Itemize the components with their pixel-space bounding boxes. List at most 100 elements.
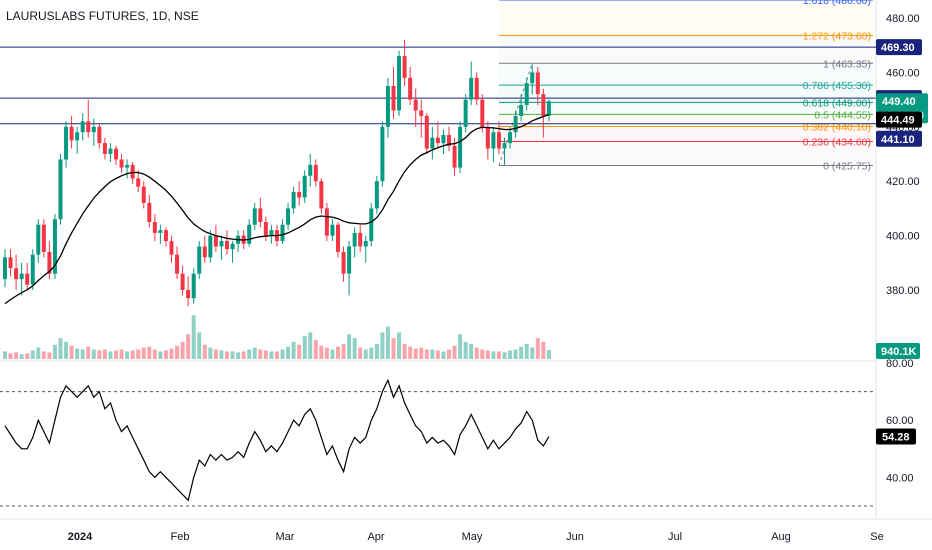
candle-body: [402, 56, 407, 78]
candle: [380, 121, 385, 187]
rsi-value-badge[interactable]: [876, 428, 916, 445]
candle: [64, 121, 69, 168]
time-axis[interactable]: 2024 Feb Mar Apr May Jun Jul Aug Se: [68, 531, 884, 543]
candle: [152, 213, 157, 242]
price-axis[interactable]: 480.00460.00440.00420.00400.00380.0080.0…: [876, 13, 928, 484]
candle: [69, 115, 74, 149]
candle-body: [352, 232, 357, 247]
volume-bar: [269, 351, 274, 359]
candle: [230, 241, 235, 263]
volume-bar: [91, 349, 96, 359]
volume-bar: [419, 347, 424, 359]
volume-bar: [75, 348, 80, 359]
candle-body: [91, 126, 96, 133]
time-tick-label: 2024: [68, 531, 93, 543]
candle-body: [324, 208, 329, 236]
candle-body: [347, 246, 352, 274]
candle: [86, 99, 91, 138]
volume-bar: [385, 326, 390, 359]
volume-bar: [496, 351, 501, 359]
candle: [302, 170, 307, 203]
volume-bar: [19, 354, 24, 359]
candle: [14, 254, 19, 290]
volume-bar: [197, 332, 202, 359]
candle: [402, 39, 407, 86]
candle: [219, 235, 224, 261]
fib-level-label: 0.382 (440.10): [803, 122, 871, 134]
candle: [369, 202, 374, 247]
volume-bar: [441, 351, 446, 359]
candle: [186, 276, 191, 307]
candle-body: [30, 254, 35, 285]
candle-body: [502, 143, 507, 149]
candle: [508, 126, 513, 149]
candle-body: [269, 230, 274, 236]
candle: [41, 219, 46, 258]
candle: [263, 216, 268, 242]
fib-zone-fill: [498, 102, 873, 115]
moving-average-badge[interactable]: [876, 111, 922, 128]
volume-bar: [424, 349, 429, 359]
candle-body: [480, 99, 485, 127]
candle-body: [86, 121, 91, 133]
price-badge-value: 441.10: [881, 134, 915, 146]
support-line-badge-441[interactable]: [876, 130, 922, 147]
fib-level-label: 1.272 (473.60): [803, 30, 871, 42]
candle-body: [474, 77, 479, 100]
volume-bar: [297, 344, 302, 359]
volume-bar: [291, 341, 296, 359]
volume-bar: [508, 350, 513, 359]
candle-body: [213, 235, 218, 247]
volume-bar: [413, 348, 418, 359]
candle-body: [519, 105, 524, 116]
candle: [19, 262, 24, 296]
fibonacci-retracement[interactable]: 1.618 (486.60) 1.272 (473.60) 1 (463.35) 0.…: [498, 0, 873, 173]
volume-bar: [369, 347, 374, 359]
candle: [247, 219, 252, 247]
volume-bar: [130, 350, 135, 359]
candle-body: [263, 222, 268, 236]
volume-bar: [363, 349, 368, 359]
fib-level-label: 0.618 (449.00): [803, 97, 871, 109]
candle-body: [119, 159, 124, 168]
volume-bar: [313, 340, 318, 359]
candle: [408, 66, 413, 106]
candle-body: [52, 219, 57, 274]
rsi-pane[interactable]: [0, 378, 876, 507]
candle: [502, 137, 507, 165]
candle: [36, 219, 41, 263]
volume-bar: [114, 350, 118, 359]
rsi-tick-label: 60.00: [886, 415, 914, 427]
volume-bar: [408, 346, 413, 359]
price-badge-value: 444.49: [881, 115, 915, 127]
candle: [496, 121, 501, 154]
candle: [3, 249, 7, 288]
volume-bar: [324, 347, 329, 359]
candle: [519, 94, 524, 122]
rsi-tick-label: 40.00: [886, 472, 914, 484]
volume-bar: [108, 351, 113, 359]
candle-body: [191, 273, 196, 299]
volume-bar: [152, 349, 157, 359]
volume-bar: [213, 349, 218, 359]
volume-badge[interactable]: [876, 343, 920, 359]
candle: [419, 99, 424, 138]
candle-body: [491, 132, 496, 149]
candle: [330, 219, 335, 242]
volume-bar: [480, 349, 485, 359]
candle: [319, 178, 324, 214]
candle: [158, 224, 163, 244]
candle-body: [141, 186, 146, 203]
candle: [80, 113, 85, 141]
fib-level-label: 1.618 (486.60): [803, 0, 871, 7]
candle-body: [308, 164, 313, 176]
candle-body: [513, 115, 518, 133]
candle: [524, 77, 529, 111]
resistance-line-badge-469[interactable]: [876, 39, 922, 56]
candle-body: [69, 126, 74, 141]
candle: [114, 145, 118, 165]
volume-bar: [191, 315, 196, 359]
candle-body: [47, 251, 52, 274]
candle-body: [535, 72, 540, 95]
